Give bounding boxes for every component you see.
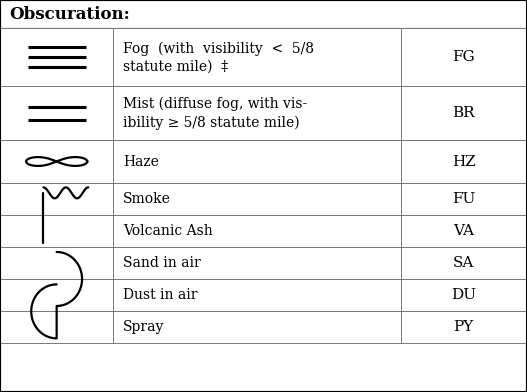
Text: FU: FU [452,192,475,206]
Text: SA: SA [453,256,474,270]
Bar [0,28,527,86]
Bar [0,215,527,247]
Bar [0,86,527,140]
Text: Dust in air: Dust in air [123,288,197,302]
Bar [0,0,527,28]
Text: VA: VA [453,224,474,238]
Text: Smoke: Smoke [123,192,171,206]
Bar [0,183,527,215]
Text: Haze: Haze [123,154,159,169]
Bar [0,247,527,279]
Text: Sand in air: Sand in air [123,256,201,270]
Text: Spray: Spray [123,320,164,334]
Bar [0,279,527,311]
Text: PY: PY [454,320,474,334]
Text: DU: DU [451,288,476,302]
Bar [0,311,527,343]
Text: FG: FG [452,50,475,64]
Text: Mist (diffuse fog, with vis-
ibility ≥ 5/8 statute mile): Mist (diffuse fog, with vis- ibility ≥ 5… [123,97,307,130]
Bar [0,140,527,183]
Text: Volcanic Ash: Volcanic Ash [123,224,212,238]
Text: Fog  (with  visibility  <  5/8
statute mile)  ‡: Fog (with visibility < 5/8 statute mile)… [123,41,314,73]
Text: BR: BR [453,106,475,120]
Text: Obscuration:: Obscuration: [9,5,130,23]
Text: HZ: HZ [452,154,476,169]
